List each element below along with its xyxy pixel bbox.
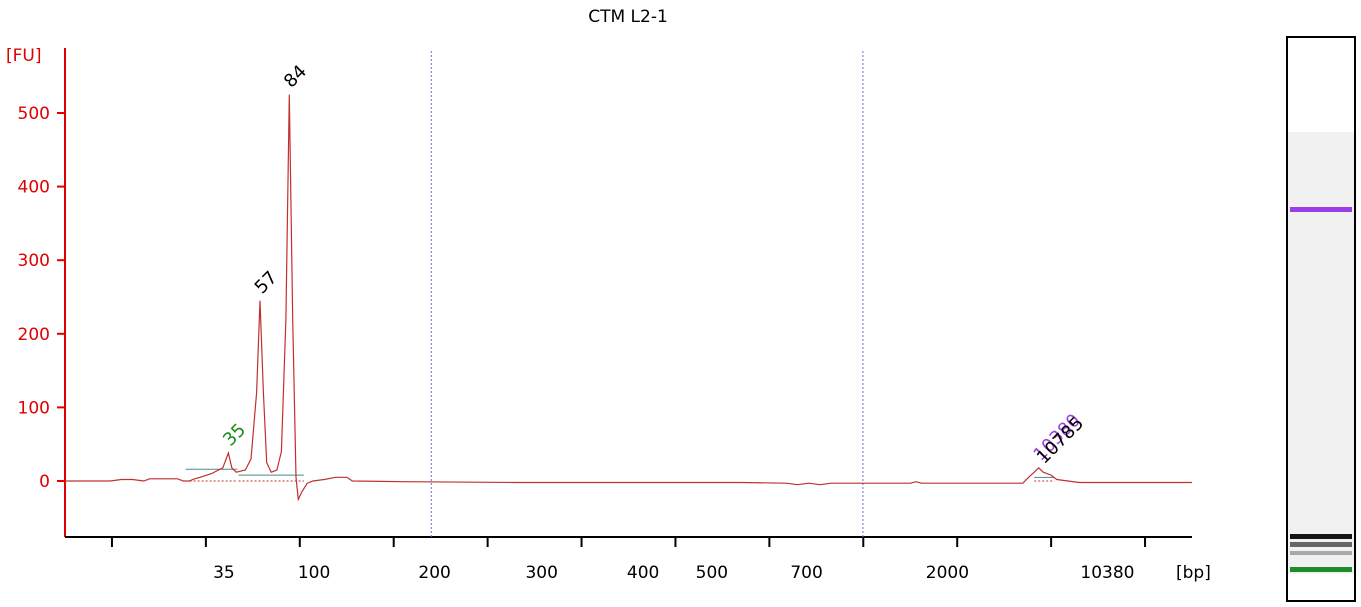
gel-lane [1288, 132, 1354, 574]
electropherogram-chart: CTM L2-1 [FU] [bp] 500 400 300 200 100 0 35 100… [6, 7, 1211, 583]
gel-band [1290, 566, 1352, 572]
x-tick-label: 200 [418, 563, 450, 583]
chart-title: CTM L2-1 [588, 7, 668, 27]
x-tick-label: 2000 [926, 563, 969, 583]
trace-line [65, 94, 1192, 502]
gel-band [1290, 550, 1352, 555]
x-tick-label: 100 [298, 563, 330, 583]
y-tick-label: 200 [18, 325, 50, 345]
y-tick-label: 300 [18, 251, 50, 271]
peak-label: 84 [280, 61, 311, 92]
peak-regions [185, 468, 1055, 482]
y-axis-label: [FU] [6, 46, 42, 66]
x-tick-label: 400 [627, 563, 659, 583]
x-tick-label: 500 [696, 563, 728, 583]
axes: 500 400 300 200 100 0 35 100 200 300 400 500 700 2000… [18, 48, 1192, 583]
trace-series [65, 94, 1192, 502]
y-tick-label: 0 [39, 472, 50, 492]
marker-lines [430, 51, 864, 537]
x-axis-label: [bp] [1176, 563, 1211, 583]
x-tick-label: 700 [790, 563, 822, 583]
x-tick-label: 35 [213, 563, 235, 583]
peak-label: 35 [219, 420, 250, 451]
x-tick-label: 300 [525, 563, 557, 583]
y-tick-label: 500 [18, 104, 50, 124]
y-tick-label: 100 [18, 398, 50, 418]
gel-lane-panel [1286, 36, 1356, 602]
gel-band [1290, 534, 1352, 540]
peak-label: 57 [251, 267, 282, 298]
x-tick-label: 10380 [1080, 563, 1134, 583]
gel-band [1290, 541, 1352, 547]
gel-band [1290, 207, 1352, 213]
y-tick-label: 400 [18, 178, 50, 198]
